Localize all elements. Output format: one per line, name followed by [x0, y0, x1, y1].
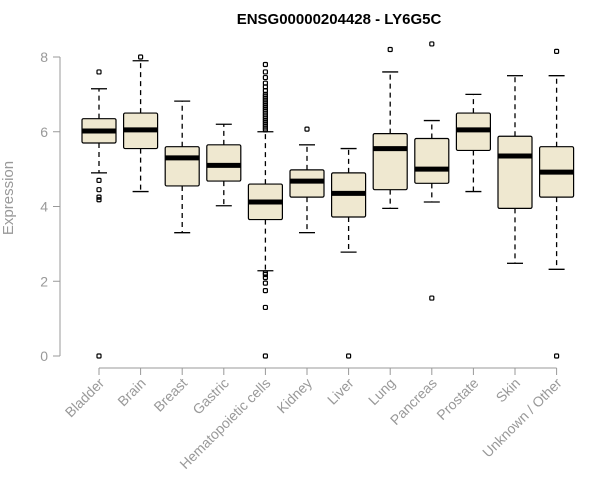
outlier-point: [262, 69, 268, 75]
outlier-point: [96, 194, 102, 200]
box-group: [164, 100, 200, 234]
box: [414, 137, 450, 184]
outlier-point: [429, 295, 435, 301]
box-group: [455, 93, 491, 193]
x-tick-label: Brain: [114, 375, 148, 409]
outlier-point: [96, 353, 102, 359]
outlier-point: [262, 304, 268, 311]
box-group: [331, 147, 367, 359]
y-tick-label: 0: [40, 348, 48, 364]
outlier-point: [429, 41, 435, 47]
y-axis-label: Expression: [0, 161, 17, 235]
box-group: [289, 126, 325, 234]
outlier-point: [96, 69, 102, 75]
outlier-point: [262, 127, 268, 133]
box-group: [122, 54, 159, 193]
chart-title: ENSG00000204428 - LY6G5C: [237, 11, 442, 28]
outlier-point: [553, 353, 560, 359]
outlier-point: [262, 287, 268, 294]
x-tick-label: Breast: [150, 375, 190, 415]
x-tick-label: Skin: [493, 375, 524, 406]
box-group: [538, 48, 575, 359]
outlier-point: [387, 46, 393, 53]
box: [497, 135, 533, 209]
outlier-point: [96, 197, 102, 203]
outlier-point: [346, 353, 352, 359]
y-tick-label: 4: [40, 199, 48, 215]
outlier-point: [553, 48, 560, 54]
outlier-point: [262, 61, 268, 68]
x-tick-label: Liver: [324, 375, 357, 408]
box-series: [81, 41, 575, 359]
x-tick-label: Bladder: [62, 375, 108, 421]
outlier-point: [96, 187, 102, 193]
box-group: [414, 41, 450, 301]
box: [164, 146, 200, 187]
box-group: [497, 75, 533, 264]
x-tick-label: Kidney: [274, 375, 316, 417]
x-tick-label: Unknown / Other: [479, 375, 565, 461]
x-tick-label: Prostate: [433, 375, 481, 423]
outlier-point: [262, 353, 268, 359]
box-group: [81, 69, 117, 359]
outlier-point: [138, 54, 144, 60]
y-tick-label: 2: [40, 273, 48, 289]
outlier-point: [304, 126, 310, 132]
x-tick-label: Lung: [365, 375, 398, 408]
box-group: [247, 61, 283, 359]
y-tick-label: 6: [40, 124, 48, 140]
outlier-point: [96, 177, 102, 183]
outlier-point: [262, 271, 268, 278]
box-group: [372, 46, 408, 210]
y-tick-label: 8: [40, 49, 48, 65]
box-group: [206, 123, 242, 207]
outlier-point: [262, 74, 268, 81]
box: [372, 133, 408, 191]
y-axis: 0 2 4 6 8: [40, 49, 61, 364]
outlier-point: [262, 280, 268, 286]
outlier-point: [262, 274, 268, 281]
